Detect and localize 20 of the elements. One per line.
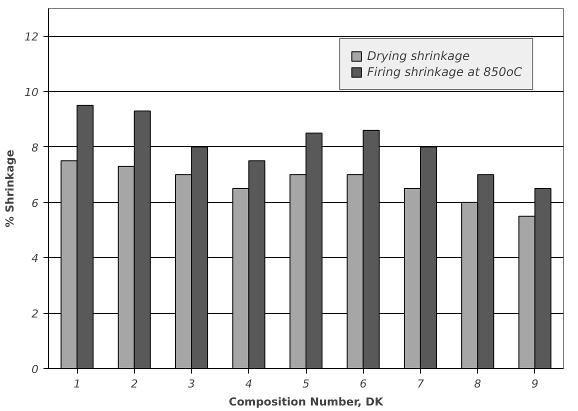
y-tick-label: 2 [32,308,38,321]
x-tick-label: 5 [302,378,310,390]
y-axis-title: % Shrinkage [4,150,17,228]
y-tick-label: 6 [32,196,38,210]
x-tick-label: 1 [74,378,81,390]
x-tick-label: 2 [130,378,138,390]
y-tick-label: 10 [24,86,39,100]
x-axis-title: Composition Number, DK [228,396,384,408]
x-tick-label: 3 [188,378,196,390]
x-tick-label: 4 [245,378,252,390]
x-tick-label: 6 [360,378,367,390]
y-tick-label: 12 [24,30,39,44]
legend-label: Firing shrinkage at 850oC [367,65,522,79]
y-tick-label: 8 [32,141,38,154]
x-tick-label: 7 [416,378,424,390]
y-tick-label: 4 [32,252,38,266]
x-tick-label: 9 [531,378,538,390]
legend-label: Drying shrinkage [367,49,470,63]
x-tick-label: 8 [474,378,482,390]
y-tick-label: 0 [32,363,38,376]
